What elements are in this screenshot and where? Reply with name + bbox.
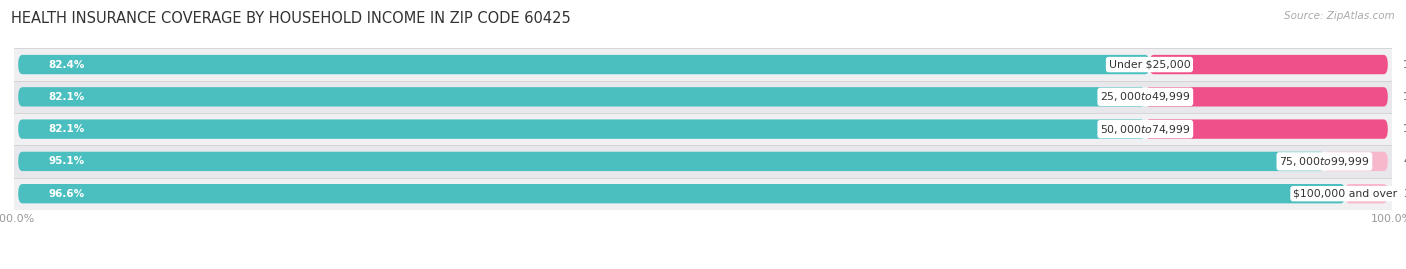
- Text: $25,000 to $49,999: $25,000 to $49,999: [1099, 90, 1191, 103]
- Bar: [14, 178, 1392, 210]
- FancyBboxPatch shape: [1346, 184, 1388, 203]
- Bar: [14, 145, 1392, 178]
- Text: $50,000 to $74,999: $50,000 to $74,999: [1099, 123, 1191, 136]
- Text: Under $25,000: Under $25,000: [1108, 59, 1191, 70]
- Text: 95.1%: 95.1%: [48, 156, 84, 167]
- FancyBboxPatch shape: [18, 119, 1146, 139]
- Text: 17.9%: 17.9%: [1403, 92, 1406, 102]
- FancyBboxPatch shape: [1146, 119, 1388, 139]
- FancyBboxPatch shape: [1146, 87, 1388, 107]
- Bar: [14, 113, 1392, 145]
- Text: 17.9%: 17.9%: [1403, 124, 1406, 134]
- Bar: [14, 48, 1392, 81]
- FancyBboxPatch shape: [18, 87, 1146, 107]
- Text: 82.1%: 82.1%: [48, 92, 84, 102]
- Text: 17.6%: 17.6%: [1403, 59, 1406, 70]
- FancyBboxPatch shape: [18, 55, 1150, 74]
- Text: 96.6%: 96.6%: [48, 189, 84, 199]
- Text: 3.4%: 3.4%: [1403, 189, 1406, 199]
- FancyBboxPatch shape: [18, 184, 1346, 203]
- Bar: [14, 81, 1392, 113]
- Text: Source: ZipAtlas.com: Source: ZipAtlas.com: [1284, 11, 1395, 21]
- FancyBboxPatch shape: [1150, 55, 1388, 74]
- Text: 4.9%: 4.9%: [1403, 156, 1406, 167]
- Text: HEALTH INSURANCE COVERAGE BY HOUSEHOLD INCOME IN ZIP CODE 60425: HEALTH INSURANCE COVERAGE BY HOUSEHOLD I…: [11, 11, 571, 26]
- Text: $75,000 to $99,999: $75,000 to $99,999: [1279, 155, 1369, 168]
- Text: $100,000 and over: $100,000 and over: [1294, 189, 1398, 199]
- Text: 82.4%: 82.4%: [48, 59, 84, 70]
- FancyBboxPatch shape: [18, 152, 1324, 171]
- Text: 82.1%: 82.1%: [48, 124, 84, 134]
- FancyBboxPatch shape: [1324, 152, 1388, 171]
